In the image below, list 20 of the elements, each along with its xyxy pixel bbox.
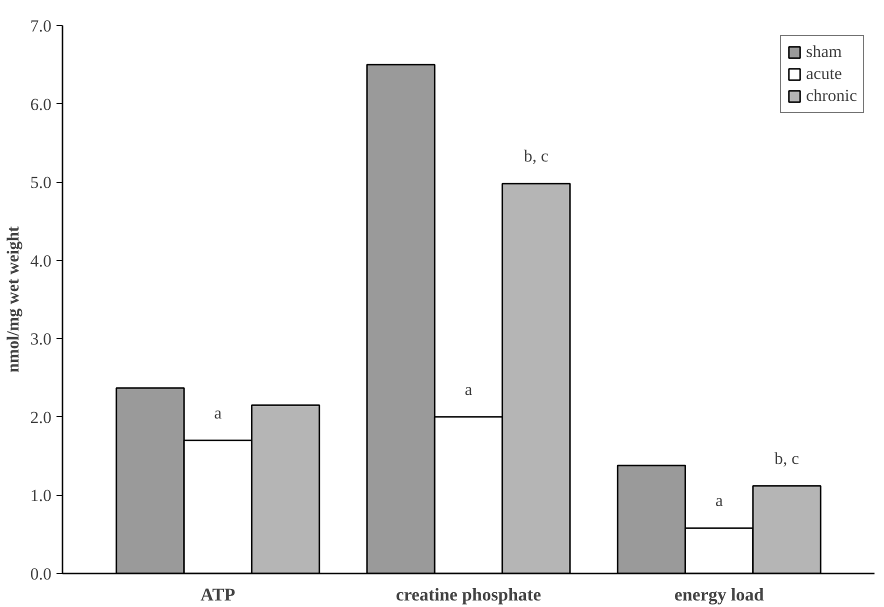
x-tick-label: energy load: [674, 584, 764, 604]
annotation: a: [464, 380, 473, 399]
y-tick-label: 2.0: [30, 408, 52, 427]
y-tick-label: 6.0: [30, 94, 52, 114]
x-tick-label: creatine phosphate: [396, 584, 542, 604]
legend-label: acute: [806, 64, 842, 84]
annotation: a: [214, 403, 222, 422]
y-tick-label: 5.0: [30, 173, 52, 192]
annotation: a: [715, 491, 724, 510]
legend-label: chronic: [806, 86, 857, 106]
y-tick-label: 4.0: [30, 251, 52, 270]
y-axis-title: nmol/mg wet weight: [3, 226, 22, 373]
annotation: b, c: [774, 448, 800, 468]
y-tick-label: 0.0: [30, 564, 52, 584]
x-tick-label: ATP: [200, 584, 236, 604]
y-tick-label: 3.0: [30, 330, 52, 349]
annotation: b, c: [524, 146, 549, 166]
y-tick-label: 1.0: [30, 486, 52, 506]
legend-label: sham: [806, 42, 842, 62]
y-tick-label: 7.0: [30, 16, 52, 36]
